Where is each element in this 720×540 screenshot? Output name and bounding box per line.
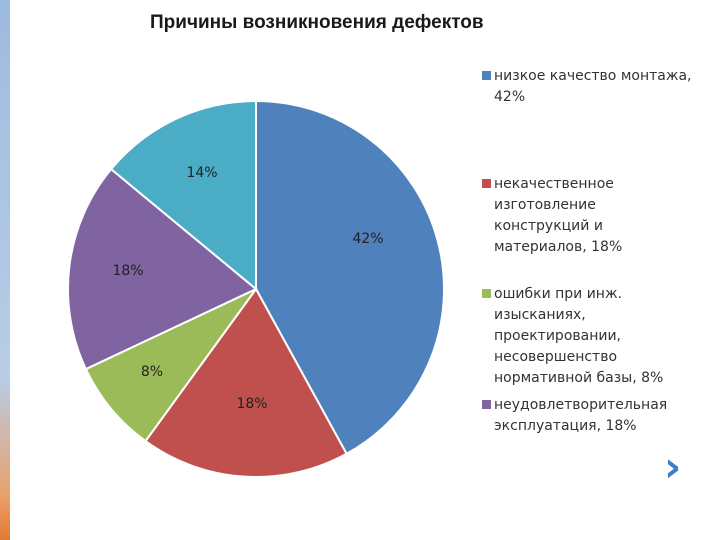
legend-item-operation: неудовлетворительная эксплуатация, 18% <box>482 395 694 437</box>
slice-data-label: 18% <box>236 396 267 412</box>
legend-swatch <box>482 400 491 409</box>
chart-title: Причины возникновения дефектов <box>150 12 484 33</box>
slice-data-label: 8% <box>141 364 163 380</box>
legend-item-montage: низкое качество монтажа, 42% <box>482 66 694 108</box>
legend-swatch <box>482 179 491 188</box>
pie-slice <box>84 288 257 443</box>
accent-bar <box>0 0 10 540</box>
pie-slice <box>67 167 258 371</box>
slice-data-label: 42% <box>352 231 383 247</box>
legend-swatch <box>482 71 491 80</box>
legend-label: низкое качество монтажа, 42% <box>494 68 692 105</box>
legend-swatch <box>482 289 491 298</box>
pie-slice <box>144 287 348 478</box>
legend-label: некачественное изготовление конструкций … <box>494 176 623 255</box>
legend-label: ошибки при инж. изысканиях, проектирован… <box>494 286 664 386</box>
chevron-right-icon[interactable]: › <box>664 442 682 491</box>
legend-item-surveys: ошибки при инж. изысканиях, проектирован… <box>482 284 694 389</box>
slice-data-label: 14% <box>186 165 217 181</box>
legend-label: неудовлетворительная эксплуатация, 18% <box>494 397 668 434</box>
pie-slice <box>109 99 257 292</box>
slice-data-label: 18% <box>112 263 143 279</box>
legend-item-manufacturing: некачественное изготовление конструкций … <box>482 174 694 258</box>
pie-slice <box>255 99 445 456</box>
